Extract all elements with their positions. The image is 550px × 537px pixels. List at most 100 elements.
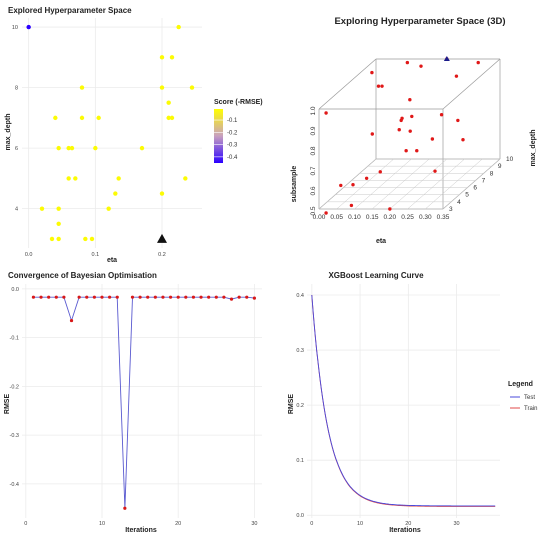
z-tick-label: 9 — [498, 163, 502, 170]
z-tick-label: 7 — [482, 177, 486, 184]
data-point — [96, 115, 101, 121]
legend-label: Test — [524, 395, 535, 401]
explored-space-ticks: 0.0 0.1 0.2 4 6 8 10 — [12, 25, 166, 258]
x-tick-label: 30 — [454, 521, 460, 527]
data-point — [351, 183, 355, 187]
data-point — [461, 138, 465, 142]
data-point — [476, 60, 480, 65]
rmse-point — [237, 295, 241, 299]
x-tick-label: 20 — [175, 521, 181, 527]
panel-space-3d: Exploring Hyperparameter Space (3D) 0.00… — [291, 16, 537, 245]
data-point — [324, 111, 328, 115]
data-point — [456, 118, 460, 123]
convergence-grid — [22, 284, 262, 518]
rmse-point — [184, 295, 188, 299]
y-tick-label: 0.5 — [310, 206, 317, 215]
data-point — [166, 115, 171, 121]
z-tick-label: 4 — [457, 199, 461, 206]
z-tick-label: 3 — [449, 206, 453, 213]
data-point — [430, 137, 435, 141]
data-point — [397, 128, 401, 132]
z-tick-label: 6 — [473, 185, 477, 192]
data-point — [89, 236, 95, 242]
convergence-ylabel: RMSE — [4, 394, 11, 415]
x-tick-label: 0.05 — [330, 214, 343, 221]
data-point — [79, 85, 85, 90]
rmse-point — [252, 296, 256, 300]
x-tick-label: 0.1 — [92, 252, 100, 258]
legend-label: Train — [524, 406, 537, 412]
learning-curve-ylabel: RMSE — [288, 394, 295, 415]
learning-curve-legend-title: Legend — [508, 381, 533, 388]
data-point — [439, 113, 444, 117]
data-point — [66, 176, 71, 181]
rmse-point — [108, 295, 112, 299]
space-3d-zlabel: max_depth — [530, 130, 537, 167]
series-line-test — [311, 294, 496, 507]
rmse-point — [69, 318, 74, 323]
floor-grid-line — [389, 158, 448, 210]
legend-label: -0.2 — [227, 130, 238, 136]
x-tick-label: 0 — [24, 521, 27, 527]
floor-grid-line — [425, 158, 483, 210]
rmse-point — [161, 295, 165, 299]
floor-grid-line — [336, 158, 394, 210]
x-tick-label: 0.20 — [384, 214, 397, 221]
y-tick-label: 0.7 — [310, 166, 317, 175]
rmse-point — [62, 295, 66, 299]
data-point — [56, 236, 61, 242]
panel-convergence: Convergence of Bayesian Optimisation 0 10… — [4, 271, 262, 534]
data-point — [69, 145, 75, 151]
legend-label: -0.1 — [227, 118, 238, 124]
data-point — [339, 183, 343, 188]
x-tick-label: 0.00 — [313, 214, 326, 221]
data-point — [83, 236, 88, 242]
x-tick-label: 0.0 — [25, 252, 33, 258]
best-point-marker — [157, 233, 167, 243]
rmse-point — [100, 295, 104, 299]
rmse-point — [39, 295, 43, 299]
box-edge — [442, 58, 501, 110]
rmse-point — [222, 295, 226, 299]
data-point — [378, 170, 382, 174]
x-tick-label: 0.2 — [158, 252, 166, 258]
data-point — [106, 206, 111, 211]
y-tick-label: 0.0 — [296, 513, 304, 519]
data-point — [370, 132, 374, 136]
data-point — [159, 191, 165, 196]
rmse-point — [47, 295, 51, 299]
data-point — [66, 145, 71, 151]
space-3d-title: Exploring Hyperparameter Space (3D) — [334, 16, 505, 27]
y-tick-label: 0.8 — [310, 146, 317, 155]
y-tick-label: 0.4 — [296, 293, 304, 299]
rmse-point — [191, 295, 196, 299]
y-tick-label: 10 — [12, 25, 18, 31]
rmse-point — [146, 295, 150, 299]
learning-curve-legend-items: Test Train — [510, 395, 537, 412]
data-point — [39, 206, 45, 211]
rmse-point — [138, 295, 142, 299]
data-point — [349, 203, 354, 208]
explored-space-points — [26, 24, 195, 243]
space-3d-xlabel: eta — [376, 238, 386, 245]
data-point — [169, 115, 175, 121]
z-tick-label: 8 — [490, 170, 494, 177]
data-point — [376, 84, 381, 88]
floor-grid-line — [318, 158, 377, 210]
data-point — [419, 64, 423, 68]
data-point — [113, 191, 118, 196]
data-point — [159, 85, 165, 90]
score-legend-labels: -0.1 -0.2 -0.3 -0.4 — [214, 118, 238, 161]
learning-curve-series — [311, 294, 496, 507]
rmse-point — [153, 295, 157, 299]
x-tick-label: 0.25 — [401, 214, 414, 221]
score-legend-title: Score (-RMSE) — [214, 99, 263, 106]
rmse-point — [207, 295, 211, 299]
x-tick-label: 0 — [310, 521, 313, 527]
data-point — [116, 176, 121, 181]
data-point — [183, 176, 188, 181]
convergence-series — [31, 295, 256, 510]
learning-curve-grid — [307, 284, 500, 518]
data-point — [404, 149, 408, 153]
data-point — [415, 149, 419, 153]
